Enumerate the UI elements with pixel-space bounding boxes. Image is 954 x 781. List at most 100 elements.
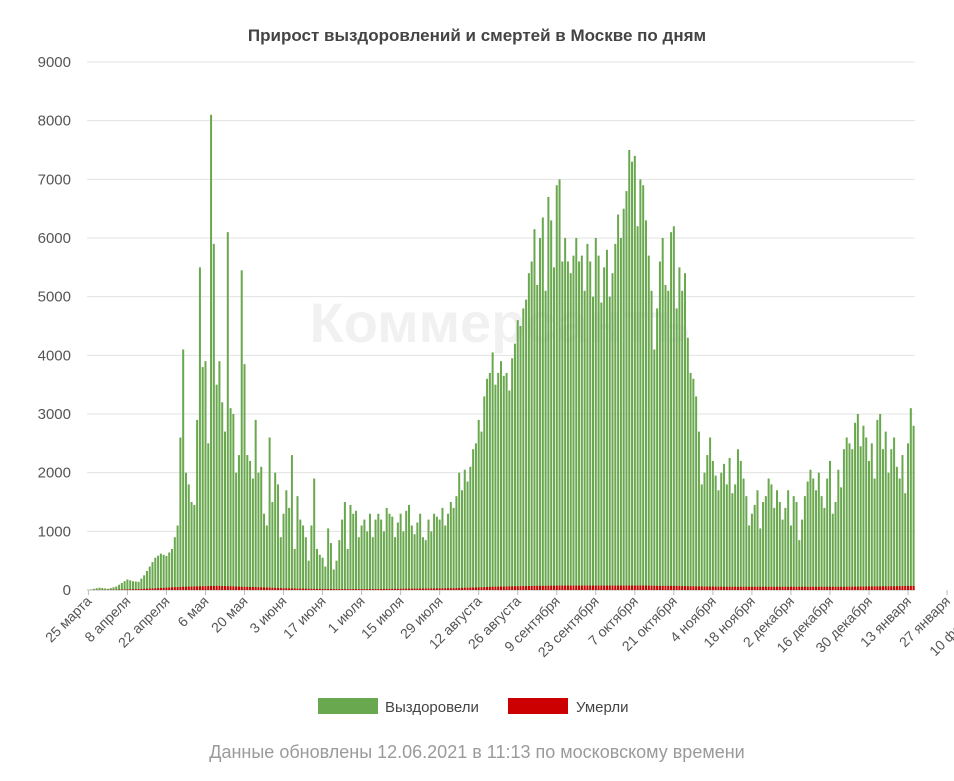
bar-deaths	[140, 588, 143, 590]
bar-recovered	[792, 496, 795, 590]
bar-deaths	[452, 588, 455, 590]
y-tick-label: 6000	[38, 230, 71, 247]
bar-deaths	[268, 587, 271, 590]
bar-recovered	[578, 261, 581, 590]
bar-deaths	[491, 586, 494, 590]
bar-deaths	[842, 586, 845, 590]
bar-deaths	[405, 588, 408, 590]
bar-recovered	[764, 496, 767, 590]
bar-deaths	[210, 586, 213, 590]
bar-recovered	[413, 534, 416, 590]
bar-deaths	[279, 588, 282, 590]
bar-recovered	[374, 519, 377, 590]
bar-deaths	[834, 586, 837, 590]
bar-deaths	[603, 585, 606, 590]
bar-deaths	[374, 589, 377, 590]
bar-recovered	[706, 455, 709, 590]
bar-deaths	[697, 586, 700, 590]
bar-recovered	[488, 372, 491, 590]
bar-deaths	[447, 588, 450, 590]
bar-recovered	[541, 217, 544, 590]
bar-recovered	[198, 267, 201, 590]
bar-recovered	[622, 208, 625, 591]
bar-recovered	[650, 290, 653, 590]
bar-deaths	[658, 585, 661, 590]
bar-deaths	[371, 589, 374, 590]
bar-recovered	[201, 367, 204, 590]
bar-deaths	[307, 588, 310, 590]
bar-deaths	[686, 586, 689, 590]
bar-recovered	[723, 463, 726, 590]
bar-recovered	[187, 484, 190, 590]
bar-deaths	[190, 586, 193, 590]
bar-recovered	[210, 114, 213, 591]
bar-recovered	[784, 507, 787, 590]
bar-recovered	[449, 502, 452, 590]
bar-recovered	[212, 243, 215, 590]
bar-deaths	[592, 585, 595, 590]
bar-deaths	[352, 589, 355, 590]
bar-recovered	[912, 425, 915, 590]
bar-recovered	[762, 502, 765, 590]
bar-deaths	[237, 586, 240, 590]
bar-recovered	[840, 487, 843, 590]
bar-deaths	[243, 586, 246, 590]
bar-deaths	[290, 588, 293, 590]
bar-recovered	[349, 504, 352, 590]
bar-deaths	[349, 589, 352, 590]
bar-deaths	[681, 586, 684, 590]
bar-deaths	[840, 586, 843, 590]
bar-recovered	[809, 469, 812, 590]
bar-deaths	[561, 585, 564, 590]
bar-deaths	[355, 589, 358, 590]
bar-deaths	[477, 587, 480, 590]
bar-deaths	[583, 585, 586, 590]
bar-recovered	[405, 510, 408, 590]
bar-deaths	[221, 586, 224, 590]
bar-deaths	[486, 587, 489, 590]
bar-deaths	[304, 588, 307, 590]
bar-recovered	[717, 490, 720, 590]
bar-recovered	[795, 502, 798, 590]
bar-recovered	[670, 232, 673, 590]
bar-deaths	[817, 586, 820, 590]
bar-recovered	[221, 402, 224, 590]
bar-recovered	[734, 484, 737, 590]
bar-deaths	[781, 586, 784, 590]
bar-deaths	[511, 586, 514, 590]
bar-recovered	[614, 243, 617, 590]
bar-recovered	[656, 308, 659, 590]
bar-deaths	[879, 586, 882, 590]
bar-recovered	[686, 337, 689, 590]
bar-recovered	[416, 522, 419, 590]
bar-deaths	[224, 586, 227, 590]
bar-recovered	[831, 513, 834, 590]
bar-deaths	[764, 586, 767, 590]
bar-recovered	[204, 361, 207, 590]
bar-deaths	[854, 586, 857, 590]
bar-recovered	[820, 496, 823, 590]
bar-recovered	[263, 513, 266, 590]
y-tick-label: 3000	[38, 406, 71, 423]
bar-deaths	[611, 585, 614, 590]
bar-recovered	[229, 408, 232, 590]
bar-deaths	[402, 588, 405, 590]
bar-recovered	[633, 155, 636, 590]
bar-recovered	[700, 484, 703, 590]
bar-recovered	[310, 525, 313, 590]
bar-recovered	[625, 191, 628, 590]
bar-recovered	[293, 548, 296, 590]
bar-deaths	[408, 588, 411, 590]
bar-deaths	[134, 589, 137, 590]
bar-recovered	[661, 238, 664, 590]
bar-deaths	[162, 587, 165, 590]
bar-recovered	[525, 299, 528, 590]
bar-deaths	[770, 586, 773, 590]
bar-recovered	[430, 531, 433, 590]
bar-recovered	[224, 431, 227, 590]
bar-deaths	[544, 585, 547, 590]
bar-recovered	[575, 238, 578, 590]
bar-recovered	[232, 414, 235, 590]
bar-deaths	[656, 585, 659, 590]
bar-deaths	[826, 586, 829, 590]
